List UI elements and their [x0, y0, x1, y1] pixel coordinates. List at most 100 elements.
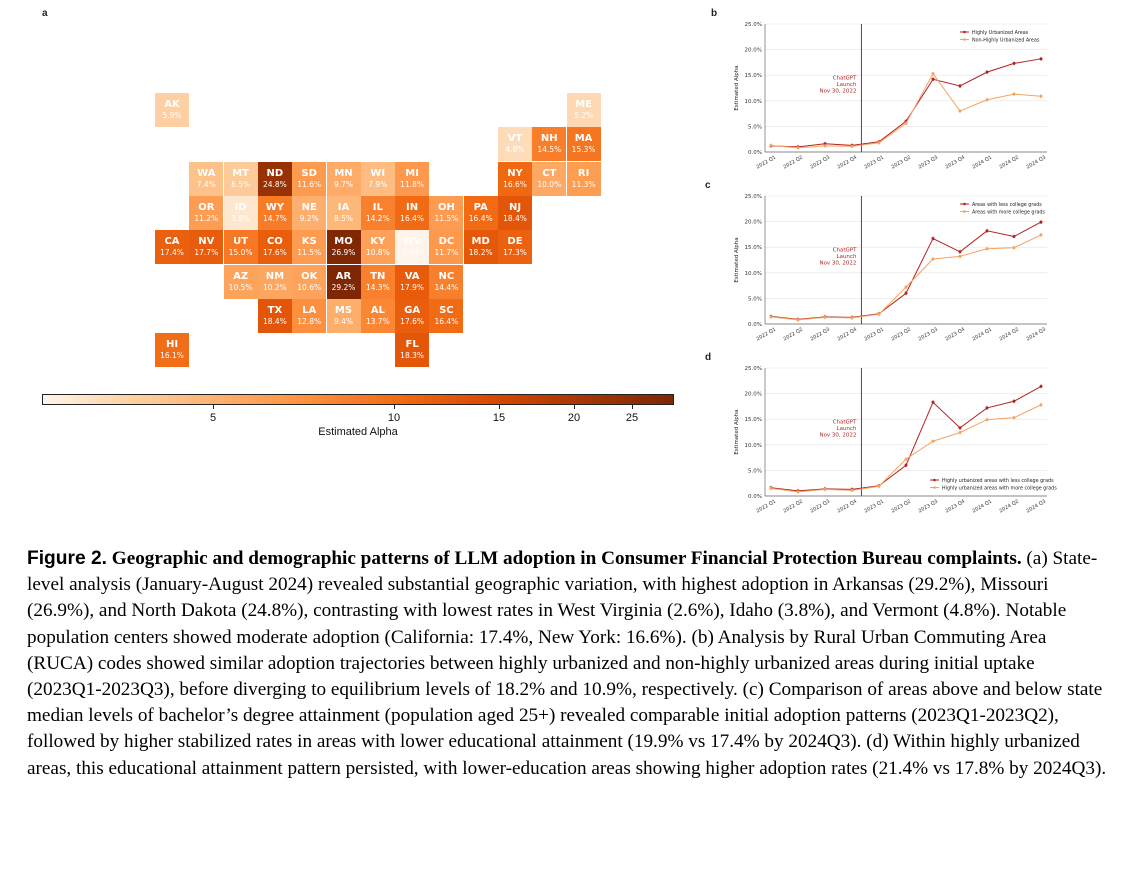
legend-marker — [963, 30, 966, 34]
legend-label: Highly urbanized areas with less college… — [942, 478, 1054, 484]
y-tick-label: 20.0% — [745, 220, 762, 226]
y-tick-label: 25.0% — [745, 22, 762, 28]
launch-annotation: ChatGPT — [833, 419, 857, 425]
state-tile-nd: ND 24.8% — [257, 161, 292, 196]
state-value: 17.7% — [194, 248, 219, 258]
state-abbr: NJ — [508, 201, 522, 213]
x-tick-label: 2024 Q3 — [1025, 499, 1047, 515]
y-tick-label: 10.0% — [745, 271, 762, 277]
state-tile-mt: MT 6.5% — [223, 161, 258, 196]
state-tile-mi: MI 11.8% — [395, 161, 430, 196]
state-value: 18.2% — [468, 248, 493, 258]
data-point — [958, 84, 962, 88]
state-value: 11.5% — [434, 213, 459, 223]
state-tile-ok: OK 10.6% — [292, 264, 327, 299]
state-tile-nm: NM 10.2% — [257, 264, 292, 299]
colorbar — [42, 394, 674, 405]
state-abbr: OR — [198, 201, 215, 213]
x-tick-label: 2022 Q1 — [755, 327, 777, 343]
data-point — [931, 77, 935, 81]
data-point — [958, 109, 962, 113]
state-tile-ak: AK 5.9% — [155, 93, 189, 127]
state-tile-nj: NJ 18.4% — [498, 195, 532, 230]
state-value: 16.4% — [434, 316, 459, 326]
y-tick-label: 25.0% — [745, 366, 762, 372]
colorbar-title: Estimated Alpha — [318, 426, 398, 438]
data-point — [904, 285, 908, 289]
state-abbr: NH — [540, 133, 558, 145]
legend-marker — [963, 202, 966, 206]
state-abbr: AZ — [233, 270, 249, 282]
data-point — [985, 247, 989, 251]
x-tick-label: 2023 Q4 — [944, 499, 966, 515]
legend-label: Highly Urbanized Areas — [972, 30, 1029, 36]
legend-label: Highly urbanized areas with more college… — [942, 485, 1057, 491]
x-tick-label: 2024 Q2 — [998, 327, 1020, 343]
state-abbr: OH — [437, 201, 455, 213]
x-tick-label: 2024 Q3 — [1025, 327, 1047, 343]
state-tile-il: IL 14.2% — [360, 195, 395, 230]
state-value: 17.6% — [400, 316, 424, 326]
state-tile-me: ME 5.2% — [566, 93, 601, 127]
state-tile-la: LA 12.8% — [292, 298, 327, 333]
colorbar-tick-label: 5 — [209, 412, 217, 424]
state-abbr: MI — [405, 167, 419, 179]
state-value: 5.9% — [162, 111, 182, 120]
colorbar-tick-mark — [499, 405, 500, 409]
state-tile-ct: CT 10.0% — [532, 161, 567, 196]
state-tile-ri: RI 11.3% — [566, 161, 601, 196]
state-value: 17.9% — [400, 282, 424, 292]
state-value: 6.5% — [231, 179, 251, 189]
state-abbr: ME — [575, 99, 592, 110]
launch-annotation: Nov 30, 2022 — [819, 260, 856, 266]
state-abbr: MN — [334, 167, 353, 179]
state-abbr: SD — [301, 167, 317, 179]
state-tile-ia: IA 8.5% — [326, 195, 361, 230]
x-tick-label: 2024 Q2 — [998, 155, 1020, 171]
state-abbr: DE — [507, 236, 523, 248]
data-point — [823, 487, 827, 491]
state-value: 17.4% — [160, 248, 184, 258]
y-axis-title: Estimated Alpha — [734, 65, 740, 110]
state-abbr: HI — [165, 339, 179, 351]
data-point — [1012, 234, 1016, 238]
state-value: 26.9% — [331, 248, 356, 258]
state-value: 12.8% — [297, 316, 322, 326]
state-tile-wv: WV 2.6% — [395, 230, 430, 265]
state-tile-sd: SD 11.6% — [292, 161, 327, 196]
x-tick-label: 2023 Q2 — [890, 155, 912, 171]
state-abbr: KY — [370, 236, 386, 248]
y-tick-label: 5.0% — [748, 468, 762, 474]
x-tick-label: 2023 Q1 — [863, 327, 885, 343]
x-tick-label: 2024 Q1 — [971, 499, 993, 515]
state-tile-ms: MS 9.4% — [326, 298, 361, 333]
state-abbr: NE — [301, 201, 317, 213]
x-tick-label: 2023 Q3 — [917, 499, 939, 515]
state-abbr: WA — [197, 167, 216, 179]
state-abbr: VT — [507, 133, 523, 145]
legend-marker — [963, 210, 966, 213]
state-abbr: TX — [267, 304, 283, 316]
state-tile-pa: PA 16.4% — [463, 195, 498, 230]
state-value: 15.0% — [228, 248, 253, 258]
state-value: 14.5% — [537, 145, 562, 155]
data-point — [796, 318, 800, 322]
series-line-1 — [770, 234, 1042, 321]
state-value: 8.5% — [333, 213, 354, 223]
data-point — [931, 72, 935, 76]
y-tick-label: 20.0% — [745, 392, 762, 398]
data-point — [796, 146, 800, 150]
data-point — [823, 144, 827, 148]
figure-body: (a) State-level analysis (January-August… — [27, 548, 1107, 779]
x-tick-label: 2022 Q4 — [836, 155, 858, 171]
state-tile-wy: WY 14.7% — [257, 195, 292, 230]
state-tile-nh: NH 14.5% — [532, 127, 567, 162]
data-point — [904, 121, 908, 125]
data-point — [877, 484, 881, 488]
colorbar-tick-mark — [213, 405, 214, 409]
state-value: 10.0% — [537, 179, 562, 189]
x-tick-label: 2023 Q4 — [944, 155, 966, 171]
data-point — [958, 431, 962, 435]
x-tick-label: 2022 Q2 — [782, 155, 804, 171]
data-point — [1012, 416, 1016, 420]
